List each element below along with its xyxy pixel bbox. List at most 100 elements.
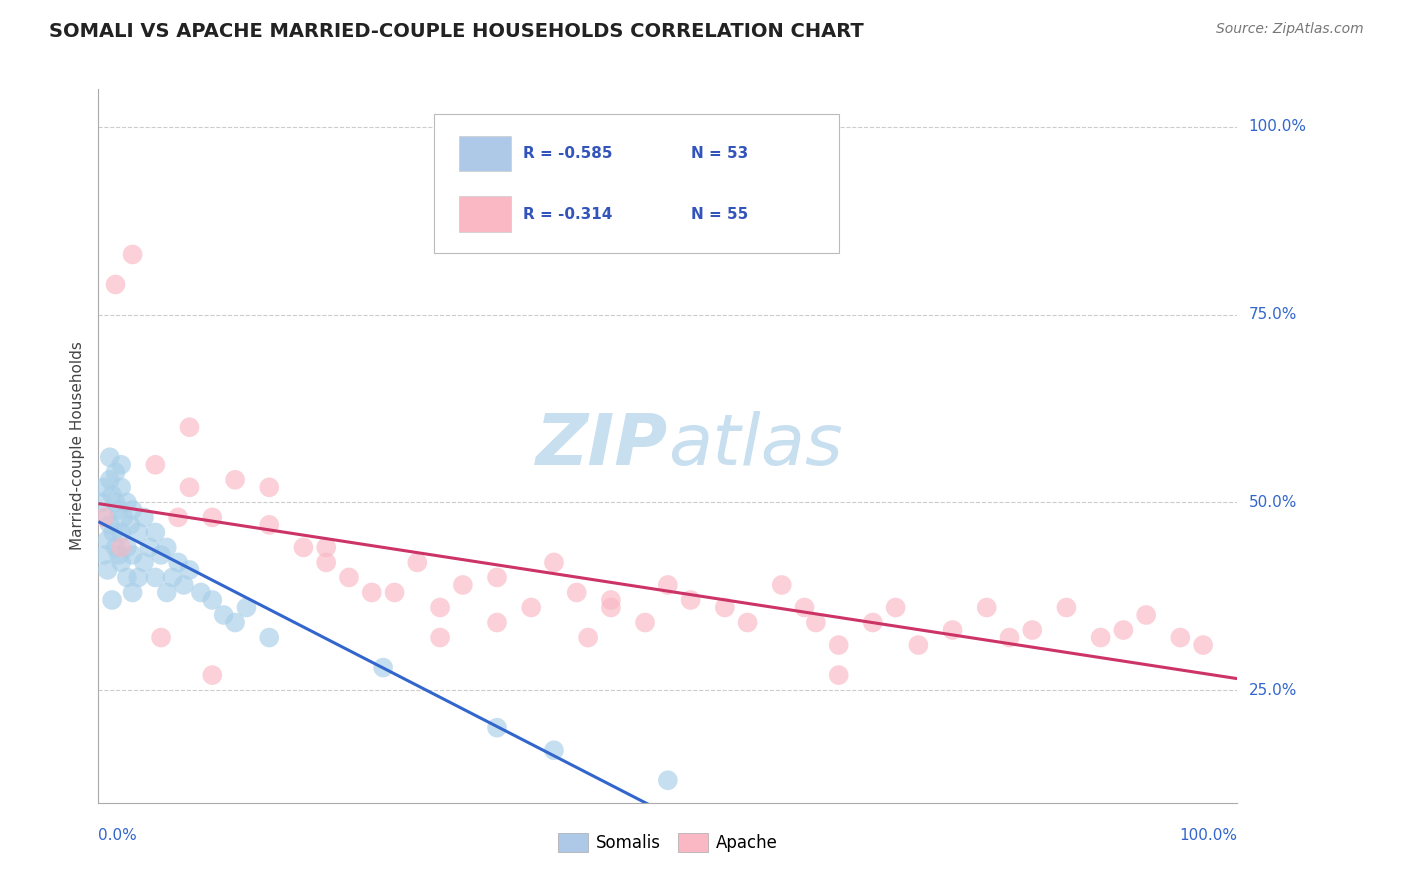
- Point: [259, 517, 281, 532]
- Point: [828, 638, 851, 652]
- Point: [486, 721, 509, 735]
- Point: [224, 615, 246, 630]
- Point: [406, 556, 429, 570]
- Legend: Somalis, Apache: Somalis, Apache: [551, 826, 785, 859]
- Point: [190, 585, 212, 599]
- Point: [110, 480, 132, 494]
- Point: [884, 600, 907, 615]
- Point: [315, 556, 337, 570]
- Point: [1192, 638, 1215, 652]
- Text: N = 53: N = 53: [690, 146, 748, 161]
- Point: [360, 585, 382, 599]
- Point: [201, 593, 224, 607]
- Point: [120, 517, 142, 532]
- Point: [156, 585, 179, 599]
- Point: [179, 480, 201, 494]
- Point: [179, 563, 201, 577]
- Point: [110, 541, 132, 555]
- Point: [224, 473, 246, 487]
- Point: [101, 488, 124, 502]
- Point: [98, 473, 121, 487]
- Point: [862, 615, 884, 630]
- Point: [150, 631, 173, 645]
- Point: [96, 510, 118, 524]
- Point: [942, 623, 965, 637]
- Point: [167, 556, 190, 570]
- Point: [101, 593, 124, 607]
- Point: [828, 668, 851, 682]
- Point: [145, 458, 167, 472]
- Point: [998, 631, 1021, 645]
- Point: [121, 247, 143, 261]
- Point: [486, 615, 509, 630]
- Point: [104, 465, 127, 479]
- Point: [600, 593, 623, 607]
- Point: [104, 541, 127, 555]
- Point: [98, 450, 121, 465]
- Point: [162, 570, 184, 584]
- Point: [115, 541, 138, 555]
- Point: [486, 570, 509, 584]
- Point: [201, 510, 224, 524]
- Point: [1170, 631, 1192, 645]
- Point: [103, 525, 125, 540]
- Point: [127, 525, 149, 540]
- Point: [98, 517, 121, 532]
- Point: [108, 548, 131, 562]
- Point: [96, 533, 118, 547]
- Point: [212, 607, 235, 622]
- Point: [451, 578, 474, 592]
- Point: [657, 578, 679, 592]
- Point: [1056, 600, 1078, 615]
- FancyBboxPatch shape: [460, 136, 510, 171]
- Point: [110, 458, 132, 472]
- Text: 25.0%: 25.0%: [1249, 682, 1296, 698]
- Point: [259, 631, 281, 645]
- Point: [108, 503, 131, 517]
- Point: [179, 420, 201, 434]
- Y-axis label: Married-couple Households: Married-couple Households: [69, 342, 84, 550]
- Point: [1090, 631, 1112, 645]
- Point: [110, 556, 132, 570]
- Point: [543, 743, 565, 757]
- Point: [145, 570, 167, 584]
- Point: [145, 525, 167, 540]
- Point: [235, 600, 257, 615]
- Point: [976, 600, 998, 615]
- Text: ZIP: ZIP: [536, 411, 668, 481]
- Point: [1135, 607, 1157, 622]
- Point: [520, 600, 543, 615]
- Point: [115, 495, 138, 509]
- Point: [600, 600, 623, 615]
- Point: [576, 631, 599, 645]
- Point: [121, 503, 143, 517]
- Point: [384, 585, 406, 599]
- Point: [259, 480, 281, 494]
- Point: [907, 638, 929, 652]
- Point: [565, 585, 588, 599]
- Point: [121, 548, 143, 562]
- Point: [167, 510, 190, 524]
- Point: [132, 510, 155, 524]
- Point: [1021, 623, 1043, 637]
- Text: N = 55: N = 55: [690, 207, 748, 221]
- Point: [429, 600, 451, 615]
- Point: [112, 510, 135, 524]
- Point: [543, 556, 565, 570]
- Point: [121, 585, 143, 599]
- Point: [115, 570, 138, 584]
- Point: [96, 563, 118, 577]
- Point: [292, 541, 315, 555]
- Point: [1112, 623, 1135, 637]
- Point: [657, 773, 679, 788]
- Text: R = -0.585: R = -0.585: [523, 146, 613, 161]
- Point: [93, 480, 115, 494]
- Point: [104, 277, 127, 292]
- Text: 50.0%: 50.0%: [1249, 495, 1296, 510]
- Point: [90, 495, 112, 509]
- Text: Source: ZipAtlas.com: Source: ZipAtlas.com: [1216, 22, 1364, 37]
- Point: [104, 495, 127, 509]
- Text: atlas: atlas: [668, 411, 842, 481]
- Text: SOMALI VS APACHE MARRIED-COUPLE HOUSEHOLDS CORRELATION CHART: SOMALI VS APACHE MARRIED-COUPLE HOUSEHOL…: [49, 22, 863, 41]
- Point: [93, 548, 115, 562]
